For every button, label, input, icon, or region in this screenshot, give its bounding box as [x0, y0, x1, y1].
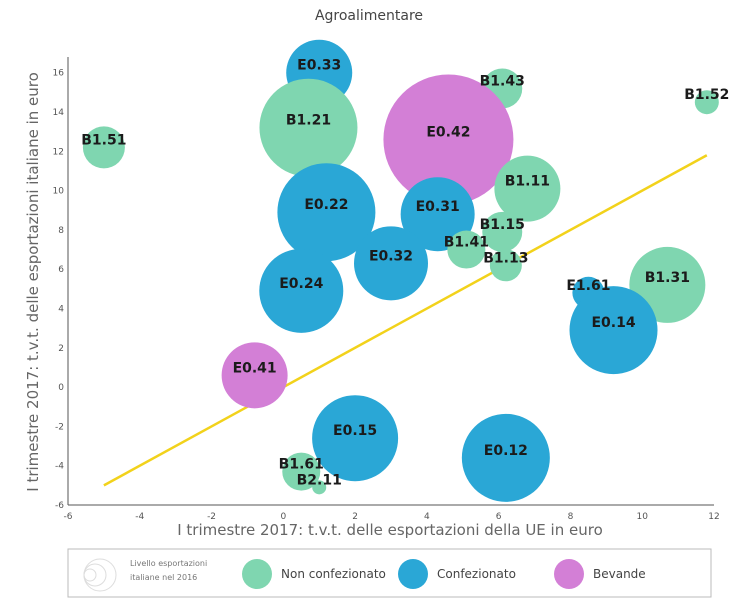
legend-size-label-line1: Livello esportazioni	[130, 559, 207, 568]
y-tick-label: 0	[58, 383, 64, 393]
bubble-b1-51[interactable]	[82, 126, 125, 169]
bubble-label: B1.13	[483, 250, 528, 266]
bubble-label: B1.43	[480, 73, 525, 89]
legend-size-icon	[83, 558, 117, 592]
x-tick-label: 4	[424, 512, 430, 522]
legend-size-circle-small	[83, 568, 97, 582]
x-tick-label: -6	[64, 512, 73, 522]
legend-label-non-confezionato: Non confezionato	[281, 567, 386, 581]
bubble-e0-41[interactable]	[221, 342, 288, 409]
y-tick-label: 8	[58, 226, 64, 236]
bubble-e0-14[interactable]	[569, 286, 658, 375]
bubble-label: E0.41	[233, 360, 277, 376]
legend-size-label-line2: italiane nel 2016	[130, 573, 197, 582]
bubble-label: B1.15	[480, 217, 525, 233]
bubble-label: B1.51	[81, 132, 126, 148]
bubbles	[82, 39, 719, 502]
legend-swatch-bevande	[554, 559, 584, 589]
bubble-label: E0.22	[304, 197, 348, 213]
x-tick-label: 0	[280, 512, 286, 522]
x-tick-label: -2	[207, 512, 216, 522]
bubble-e0-24[interactable]	[259, 248, 344, 333]
bubble-b1-11[interactable]	[494, 155, 561, 222]
bubble-e0-32[interactable]	[354, 226, 428, 301]
bubble-e0-31[interactable]	[400, 177, 475, 252]
bubble-label: B1.61	[279, 457, 324, 473]
bubble-e0-22[interactable]	[277, 163, 376, 262]
x-ticks: -6 -4 -2 0 2 4 6 8 10 12	[64, 512, 720, 522]
bubble-label: E0.33	[297, 58, 341, 74]
bubble-b1-61[interactable]	[282, 452, 321, 491]
y-tick-label: 16	[53, 69, 65, 79]
x-tick-label: 12	[708, 512, 719, 522]
bubble-label: E0.24	[279, 276, 323, 292]
bubble-label: E0.31	[416, 199, 460, 215]
bubble-b1-52[interactable]	[694, 90, 719, 115]
bubble-label: B2.11	[297, 472, 342, 488]
bubble-e0-12[interactable]	[461, 413, 550, 502]
bubble-e0-42[interactable]	[383, 74, 514, 205]
x-tick-label: 8	[568, 512, 574, 522]
bubble-label: E0.15	[333, 423, 377, 439]
legend-box	[67, 548, 712, 598]
y-axis-title: I trimestre 2017: t.v.t. delle esportazi…	[24, 72, 42, 492]
x-tick-label: 10	[636, 512, 648, 522]
legend-label-confezionato: Confezionato	[437, 567, 516, 581]
bubble-label: E0.42	[426, 125, 470, 141]
axes	[67, 57, 714, 506]
bubble-label: E0.32	[369, 248, 413, 264]
y-tick-label: -6	[55, 501, 64, 511]
y-tick-label: -4	[55, 462, 64, 472]
bubble-b2-11[interactable]	[312, 480, 327, 495]
bubble-b1-15[interactable]	[482, 211, 523, 252]
x-tick-label: -4	[135, 512, 144, 522]
legend-swatch-confezionato	[398, 559, 428, 589]
bubble-label: B1.31	[645, 270, 690, 286]
bubble-label: E0.12	[484, 443, 528, 459]
y-tick-label: 4	[58, 305, 64, 315]
legend-label-bevande: Bevande	[593, 567, 646, 581]
legend-swatch-non-confezionato	[242, 559, 272, 589]
y-tick-label: 12	[53, 147, 64, 157]
y-tick-label: 10	[53, 187, 65, 197]
bubble-label: B1.11	[505, 174, 550, 190]
bubble-label: B1.52	[684, 87, 729, 103]
x-tick-label: 6	[496, 512, 502, 522]
bubble-label: E1.61	[566, 278, 610, 294]
bubble-b1-13[interactable]	[489, 249, 522, 282]
bubble-labels: E0.33 B1.43 B1.52 B1.21 E0.42 B1.51 B1.11 E0.22…	[81, 58, 729, 489]
bubble-b1-41[interactable]	[447, 230, 486, 269]
bubble-label: E0.14	[591, 315, 635, 331]
chart-title: Agroalimentare	[315, 8, 423, 24]
legend: Livello esportazioni italiane nel 2016 N…	[67, 548, 712, 598]
y-ticks: -6 -4 -2 0 2 4 6 8 10 12 14 16	[53, 69, 65, 511]
y-tick-label: 6	[58, 265, 64, 275]
y-tick-label: 14	[53, 108, 65, 118]
trend-line	[103, 154, 708, 487]
y-tick-label: -2	[55, 422, 64, 432]
bubble-e0-15[interactable]	[312, 395, 399, 482]
y-tick-label: 2	[58, 344, 64, 354]
x-axis-title: I trimestre 2017: t.v.t. delle esportazi…	[177, 521, 603, 539]
bubble-label: B1.41	[444, 235, 489, 251]
bubble-b1-21[interactable]	[259, 78, 358, 177]
bubble-label: B1.21	[286, 113, 331, 129]
x-tick-label: 2	[352, 512, 358, 522]
